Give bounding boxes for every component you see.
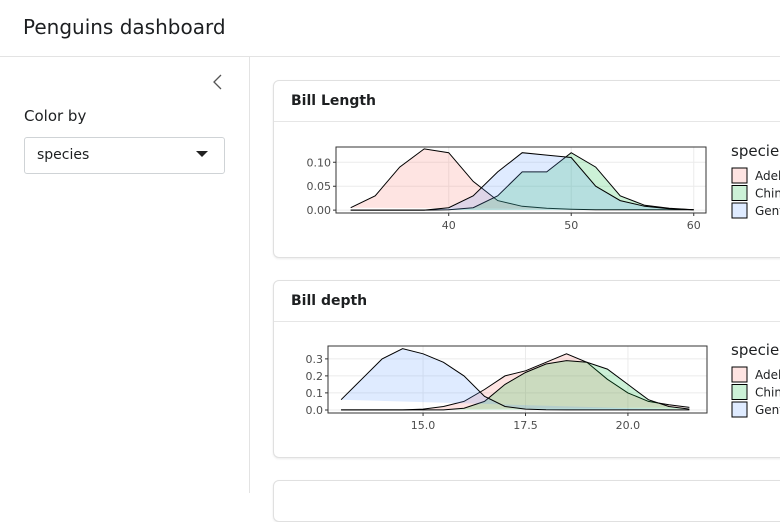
legend-key xyxy=(731,202,748,219)
y-tick-label: 0.1 xyxy=(306,387,324,400)
legend-title: species xyxy=(731,142,780,160)
y-tick-label: 0.05 xyxy=(307,180,332,193)
legend-title: species xyxy=(731,341,780,359)
card: Bill depth 0.0 0.1 0.2 0.3 15.0 17.5 20.0 speci… xyxy=(273,280,780,458)
x-tick-label: 17.5 xyxy=(513,419,538,432)
legend-label: Chinstrap xyxy=(755,187,780,201)
x-tick-label: 50 xyxy=(564,219,578,232)
plot-panel xyxy=(327,345,708,414)
select-label: Color by xyxy=(24,107,87,125)
legend-key xyxy=(731,401,748,418)
plot-panel xyxy=(335,146,707,214)
chart: 0.00 0.05 0.10 40 50 60 species Adelie Chinstrap… xyxy=(307,142,780,232)
legend-key xyxy=(731,185,748,201)
legend-label: Chinstrap xyxy=(755,386,780,400)
x-tick-label: 20.0 xyxy=(616,419,641,432)
legend-key xyxy=(731,167,748,184)
density-curve xyxy=(340,348,690,411)
card-header: Bill Length xyxy=(274,81,780,122)
legend-label: Adelie xyxy=(755,169,780,183)
density-curve xyxy=(350,152,694,211)
density-curve xyxy=(350,148,694,211)
y-tick-label: 0.00 xyxy=(307,204,332,217)
select-input[interactable]: species xyxy=(24,137,225,174)
x-tick-label: 60 xyxy=(687,219,701,232)
card-title: Bill Length xyxy=(291,93,377,109)
card xyxy=(273,480,780,522)
card-header: Bill depth xyxy=(274,281,780,322)
y-tick-label: 0.2 xyxy=(306,370,324,383)
x-tick-label: 15.0 xyxy=(411,419,436,432)
chart: 0.0 0.1 0.2 0.3 15.0 17.5 20.0 species Adelie Chi… xyxy=(306,341,780,432)
app-title: Penguins dashboard xyxy=(23,15,226,39)
legend-key xyxy=(731,366,748,383)
sidebar: Color by species xyxy=(0,57,250,493)
select-value: species xyxy=(37,147,90,163)
y-tick-label: 0.10 xyxy=(307,156,332,169)
legend-key xyxy=(731,384,748,400)
card-title: Bill depth xyxy=(291,293,368,309)
card: Bill Length 0.00 0.05 0.10 40 50 60 species Ade… xyxy=(273,80,780,258)
y-tick-label: 0.3 xyxy=(306,353,324,366)
density-curve xyxy=(341,360,690,411)
dropdown-arrow xyxy=(196,151,208,157)
legend-label: Adelie xyxy=(755,368,780,382)
legend-label: Gentoo xyxy=(755,204,780,218)
x-tick-label: 40 xyxy=(442,219,456,232)
header: Penguins dashboard xyxy=(0,0,780,57)
legend-label: Gentoo xyxy=(755,403,780,417)
collapse-toggle[interactable] xyxy=(210,73,226,91)
y-tick-label: 0.0 xyxy=(306,404,324,417)
